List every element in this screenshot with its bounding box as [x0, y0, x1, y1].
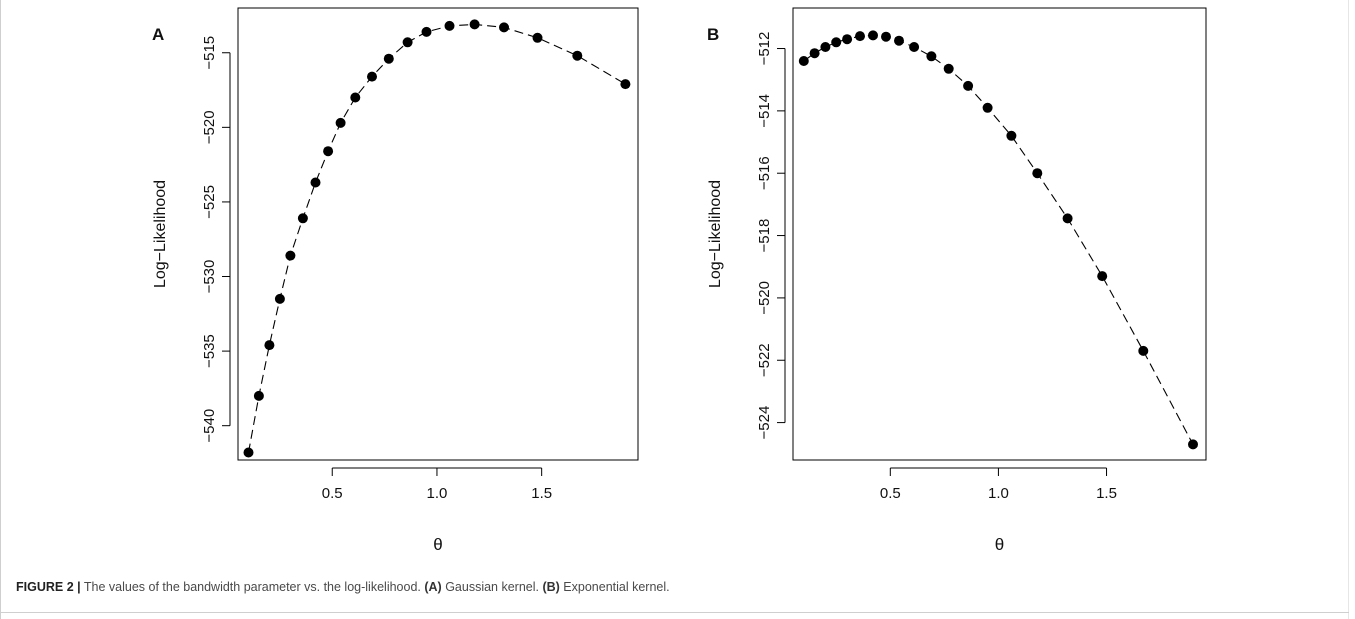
data-point	[855, 31, 865, 42]
figure-border-left	[0, 0, 1, 619]
y-tick-label: −525	[201, 185, 218, 219]
data-point	[285, 250, 296, 261]
data-point	[444, 20, 455, 31]
x-tick-label: 1.5	[1096, 485, 1117, 502]
panel-a: 0.5 1.0 1.5 −540 −535 −530 −525 −520 −515 θ Log−Li…	[152, 7, 639, 554]
caption-text: The values of the bandwidth parameter vs…	[80, 580, 425, 594]
plot-frame	[792, 7, 1207, 461]
data-point	[926, 51, 937, 62]
x-axis-label: θ	[433, 535, 442, 554]
data-point	[842, 34, 853, 45]
y-tick-label: −512	[756, 32, 773, 66]
data-point	[243, 447, 254, 458]
data-point	[367, 71, 377, 82]
data-point	[350, 92, 361, 103]
y-tick-label: −535	[201, 334, 218, 368]
data-point	[963, 80, 974, 91]
data-point	[274, 293, 285, 304]
data-point	[1032, 168, 1043, 179]
x-tick-label: 1.5	[531, 485, 552, 502]
x-tick-label: 1.0	[988, 485, 1009, 502]
data-point	[297, 213, 308, 224]
data-point	[831, 37, 842, 48]
caption-a-tag: (A)	[424, 580, 442, 594]
data-point	[1188, 439, 1198, 450]
data-point	[809, 48, 820, 59]
data-point	[323, 146, 334, 157]
data-point	[1138, 345, 1149, 356]
data-point	[572, 50, 583, 61]
data-point	[383, 53, 394, 64]
data-point	[982, 102, 993, 113]
y-tick-label: −522	[756, 343, 773, 377]
data-point	[894, 35, 904, 46]
panel-b: 0.5 1.0 1.5 −524 −522 −520 −518 −516 −514 −512 θ Lo…	[707, 7, 1207, 554]
data-point	[1097, 271, 1108, 282]
series-line	[247, 23, 626, 453]
x-tick-label: 1.0	[427, 485, 448, 502]
data-point	[335, 117, 346, 128]
caption-b-tag: (B)	[542, 580, 560, 594]
charts-svg: 0.5 1.0 1.5 −540 −535 −530 −525 −520 −515 θ Log−Li…	[152, 7, 1207, 554]
data-point	[264, 340, 275, 351]
data-point	[943, 63, 954, 74]
data-point	[798, 56, 809, 66]
x-tick-label: 0.5	[880, 485, 901, 502]
figure-border-right	[1348, 0, 1349, 619]
plot-frame	[237, 7, 639, 461]
data-point	[1006, 130, 1017, 141]
data-point	[469, 19, 480, 30]
series-line	[803, 34, 1194, 445]
y-tick-label: −524	[756, 406, 773, 440]
data-point	[499, 22, 509, 33]
y-tick-label: −515	[201, 36, 218, 70]
figure-caption: FIGURE 2 | The values of the bandwidth p…	[16, 580, 670, 594]
panel-label: A	[152, 25, 164, 44]
data-point	[620, 79, 631, 90]
data-point	[820, 42, 831, 52]
data-point	[868, 30, 878, 41]
data-point	[909, 42, 920, 52]
y-tick-label: −514	[756, 94, 773, 128]
caption-a-text: Gaussian kernel.	[441, 580, 543, 594]
y-tick-label: −518	[756, 219, 773, 253]
caption-b-text: Exponential kernel.	[559, 580, 670, 594]
data-point	[881, 31, 891, 42]
data-point	[1062, 213, 1073, 224]
figure-label: FIGURE 2 |	[16, 580, 81, 594]
data-point	[253, 390, 264, 401]
x-tick-label: 0.5	[322, 485, 343, 502]
data-point	[421, 26, 432, 37]
panel-label: B	[707, 25, 719, 44]
figure-border-bottom	[0, 612, 1349, 613]
data-point	[402, 37, 413, 48]
data-point	[310, 177, 321, 188]
y-axis-label: Log−Likelihood	[707, 180, 724, 288]
y-tick-label: −516	[756, 156, 773, 190]
y-tick-label: −520	[201, 110, 218, 144]
y-axis-label: Log−Likelihood	[152, 180, 169, 288]
y-tick-label: −530	[201, 260, 218, 294]
x-axis-label: θ	[995, 535, 1004, 554]
data-point	[532, 32, 543, 43]
y-tick-label: −520	[756, 281, 773, 315]
y-tick-label: −540	[201, 409, 218, 443]
